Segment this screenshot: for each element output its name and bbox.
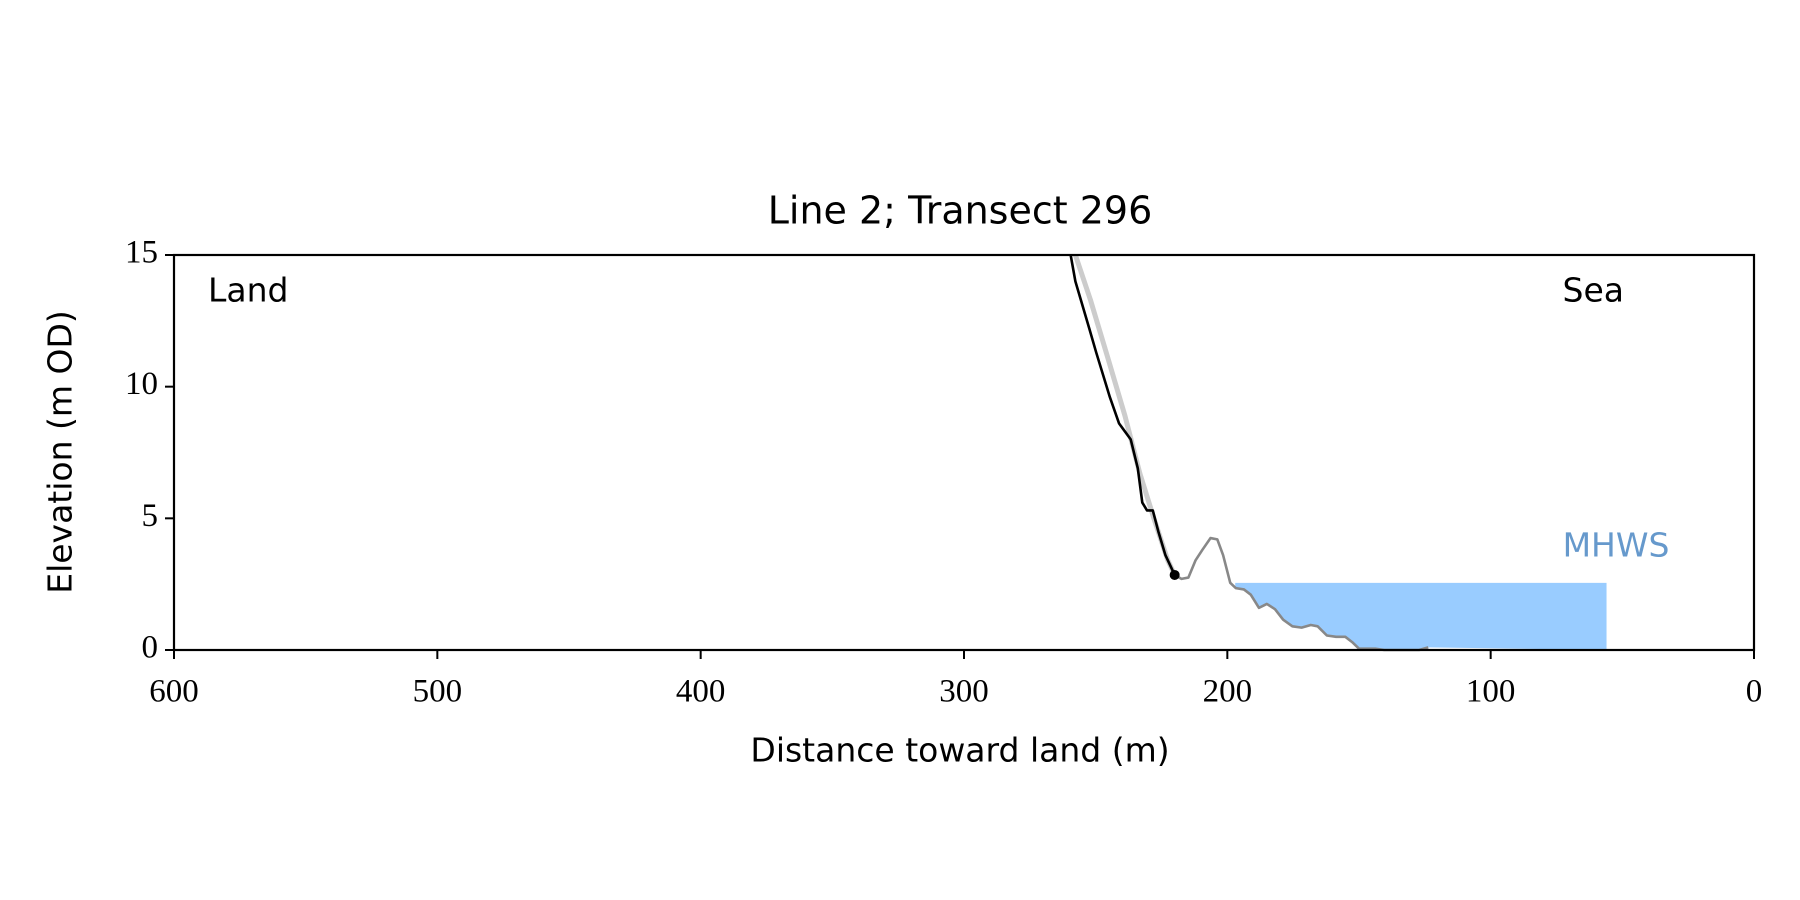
annotation: Sea: [1563, 271, 1624, 310]
chart-title: Line 2; Transect 296: [768, 189, 1153, 233]
mhws-label: MHWS: [1563, 525, 1670, 564]
mhws-area: [1235, 582, 1607, 650]
y-axis-label: Elevation (m OD): [41, 310, 80, 594]
x-tick-label: 400: [676, 674, 726, 710]
annotation: Land: [208, 271, 288, 310]
series-line: [1174, 536, 1429, 652]
y-tick-label: 5: [142, 498, 159, 534]
x-tick-label: 300: [939, 674, 989, 710]
end-marker: [1169, 569, 1180, 580]
x-tick-label: 600: [149, 674, 199, 710]
y-tick-label: 0: [142, 630, 159, 666]
x-tick-label: 200: [1203, 674, 1253, 710]
series-line: [1069, 254, 1176, 576]
y-tick-label: 15: [125, 235, 158, 271]
x-axis-label: Distance toward land (m): [750, 731, 1169, 770]
y-tick-label: 10: [125, 366, 158, 402]
x-tick-label: 0: [1746, 674, 1763, 710]
x-tick-label: 100: [1466, 674, 1516, 710]
series-line: [1073, 254, 1177, 577]
x-tick-label: 500: [413, 674, 463, 710]
